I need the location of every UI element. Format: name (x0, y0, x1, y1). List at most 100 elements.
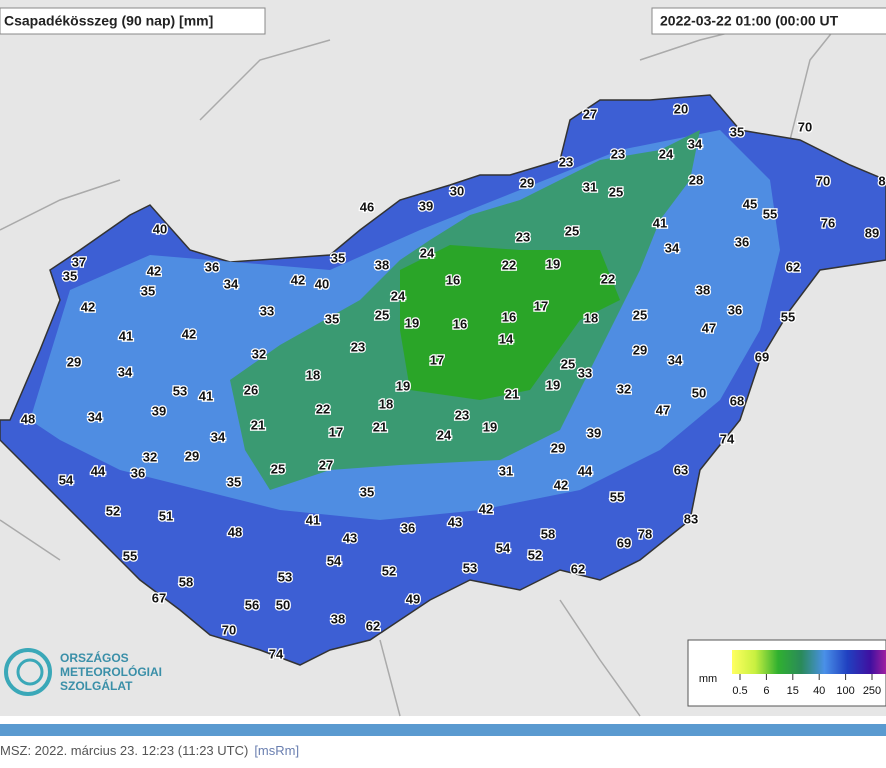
station-value: 22 (502, 257, 516, 272)
station-value: 32 (252, 346, 266, 361)
station-value: 36 (131, 465, 145, 480)
station-value: 38 (331, 611, 345, 626)
station-value: 27 (319, 457, 333, 472)
station-value: 52 (382, 563, 396, 578)
station-value: 24 (437, 427, 452, 442)
station-value: 19 (396, 378, 410, 393)
legend-tick-label: 0.5 (732, 685, 747, 697)
station-value: 24 (391, 288, 406, 303)
station-value: 78 (638, 526, 652, 541)
station-value: 52 (106, 503, 120, 518)
station-value: 35 (730, 124, 744, 139)
driest-zone (400, 245, 620, 400)
station-value: 55 (123, 548, 137, 563)
station-value: 36 (401, 520, 415, 535)
station-value: 46 (360, 199, 374, 214)
footer-text: MSZ: 2022. március 23. 12:23 (11:23 UTC) (0, 743, 248, 758)
legend: mm 0.5 6 15 40 100 250 (687, 639, 886, 707)
footer-bar (0, 724, 886, 736)
station-value: 62 (366, 618, 380, 633)
station-value: 54 (327, 553, 342, 568)
station-value: 55 (763, 206, 777, 221)
station-value: 16 (453, 316, 467, 331)
station-value: 44 (91, 463, 106, 478)
legend-unit: mm (699, 673, 717, 685)
station-value: 30 (450, 183, 464, 198)
station-value: 21 (505, 386, 519, 401)
station-value: 21 (373, 419, 387, 434)
station-value: 55 (781, 309, 795, 324)
station-value: 35 (331, 250, 345, 265)
station-value: 34 (88, 409, 103, 424)
station-value: 49 (406, 591, 420, 606)
station-value: 50 (692, 385, 706, 400)
station-value: 40 (315, 276, 329, 291)
station-value: 33 (260, 303, 274, 318)
station-value: 47 (702, 320, 716, 335)
station-value: 43 (343, 530, 357, 545)
station-value: 22 (316, 401, 330, 416)
logo-text: METEOROLÓGIAI (60, 664, 162, 679)
station-value: 37 (72, 254, 86, 269)
station-value: 25 (633, 307, 647, 322)
map-title: Csapadékösszeg (90 nap) [mm] (4, 13, 213, 29)
station-value: 19 (546, 256, 560, 271)
station-value: 25 (561, 356, 575, 371)
station-value: 24 (659, 146, 674, 161)
logo-text: ORSZÁGOS (60, 650, 129, 665)
station-value: 41 (119, 328, 133, 343)
station-value: 62 (786, 259, 800, 274)
station-value: 34 (668, 352, 683, 367)
station-value: 39 (419, 198, 433, 213)
station-value: 31 (499, 463, 513, 478)
station-value: 42 (291, 272, 305, 287)
station-value: 42 (479, 501, 493, 516)
station-value: 51 (159, 508, 173, 523)
station-value: 16 (446, 272, 460, 287)
station-value: 29 (633, 342, 647, 357)
station-value: 19 (405, 315, 419, 330)
station-value: 34 (688, 136, 703, 151)
station-value: 50 (276, 597, 290, 612)
station-value: 69 (617, 535, 631, 550)
station-value: 42 (81, 299, 95, 314)
logo-icon (16, 658, 44, 686)
station-value: 29 (67, 354, 81, 369)
station-value: 36 (205, 259, 219, 274)
station-value: 44 (578, 463, 593, 478)
station-value: 38 (696, 282, 710, 297)
station-value: 29 (551, 440, 565, 455)
station-value: 24 (420, 245, 435, 260)
station-value: 19 (483, 419, 497, 434)
station-value: 25 (375, 307, 389, 322)
station-value: 35 (360, 484, 374, 499)
station-value: 16 (502, 309, 516, 324)
station-value: 34 (665, 240, 680, 255)
station-value: 70 (798, 119, 812, 134)
timestamp-box (651, 7, 886, 35)
footer: MSZ: 2022. március 23. 12:23 (11:23 UTC)… (0, 743, 299, 758)
station-value: 70 (816, 173, 830, 188)
station-value: 42 (554, 477, 568, 492)
station-value: 17 (329, 424, 343, 439)
station-value: 23 (611, 146, 625, 161)
station-value: 53 (173, 383, 187, 398)
station-value: 28 (689, 172, 703, 187)
station-value: 70 (222, 622, 236, 637)
station-value: 25 (565, 223, 579, 238)
station-value: 35 (141, 283, 155, 298)
station-value: 18 (584, 310, 598, 325)
station-value: 21 (251, 417, 265, 432)
footer-link[interactable]: [msRm] (254, 743, 299, 758)
station-value: 29 (185, 448, 199, 463)
station-value: 23 (351, 339, 365, 354)
station-value: 39 (587, 425, 601, 440)
station-value: 41 (653, 215, 667, 230)
legend-ticks: 0.5 6 15 40 100 250 (732, 674, 881, 697)
station-value: 20 (674, 101, 688, 116)
legend-tick-label: 15 (787, 685, 799, 697)
station-value: 69 (755, 349, 769, 364)
station-value: 54 (59, 472, 74, 487)
